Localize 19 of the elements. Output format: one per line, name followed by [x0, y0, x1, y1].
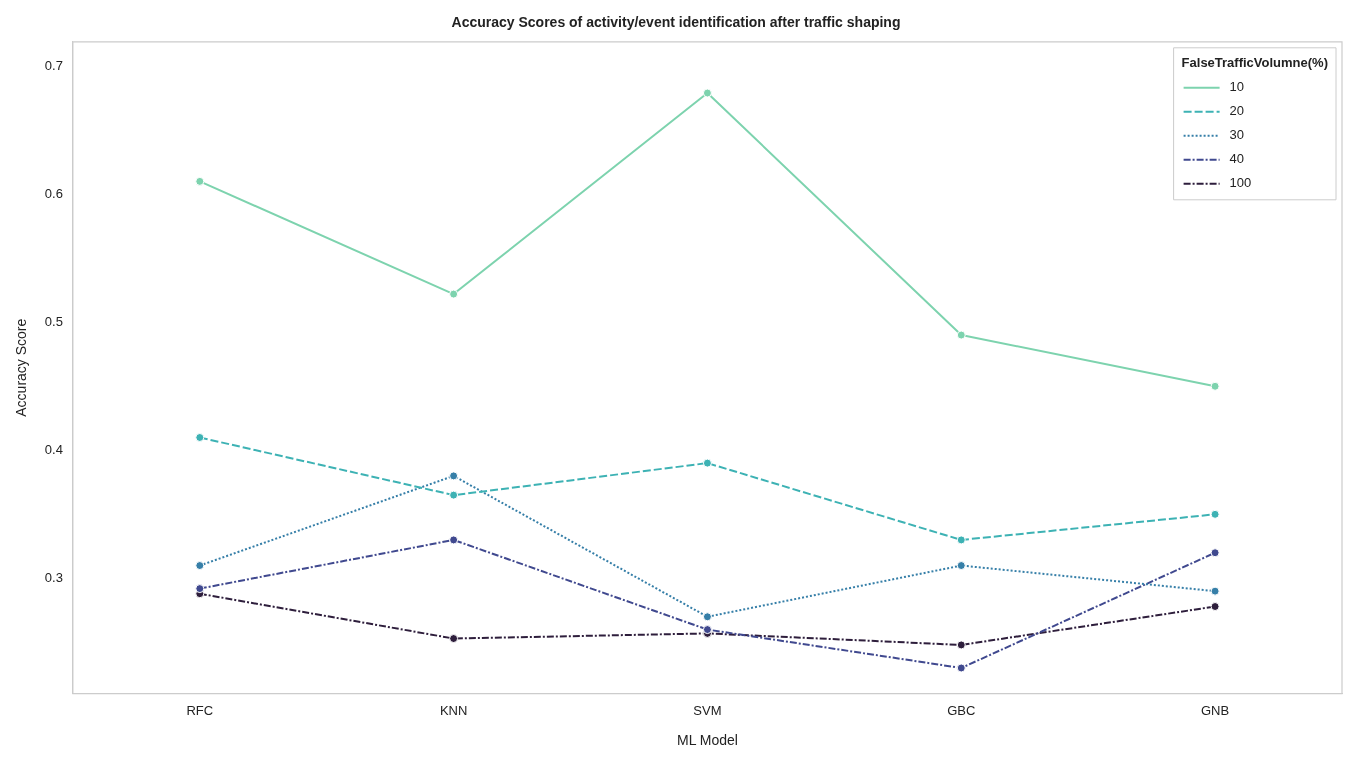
legend-label: 40 — [1229, 151, 1245, 167]
x-tick-label: GNB — [1201, 702, 1230, 718]
legend-label: 100 — [1229, 175, 1252, 191]
x-axis-title: ML Model — [676, 732, 738, 749]
legend-label: 30 — [1229, 127, 1245, 143]
y-axis-title: Accuracy Score — [13, 318, 30, 417]
x-tick-label: SVM — [693, 702, 722, 718]
legend-title: FalseTrafficVolumne(%) — [1181, 55, 1328, 71]
chart-title: Accuracy Scores of activity/event identification after traffic shaping — [451, 14, 901, 31]
y-tick-label: 0.3 — [44, 569, 63, 585]
y-tick-label: 0.6 — [44, 185, 63, 201]
y-tick-label: 0.4 — [44, 441, 63, 457]
x-tick-label: RFC — [186, 702, 214, 718]
x-tick-label: GBC — [947, 702, 976, 718]
legend-label: 20 — [1229, 103, 1245, 119]
x-tick-label: KNN — [439, 702, 468, 718]
legend-label: 10 — [1229, 79, 1245, 95]
y-tick-label: 0.7 — [44, 57, 63, 73]
y-tick-label: 0.5 — [44, 313, 63, 329]
